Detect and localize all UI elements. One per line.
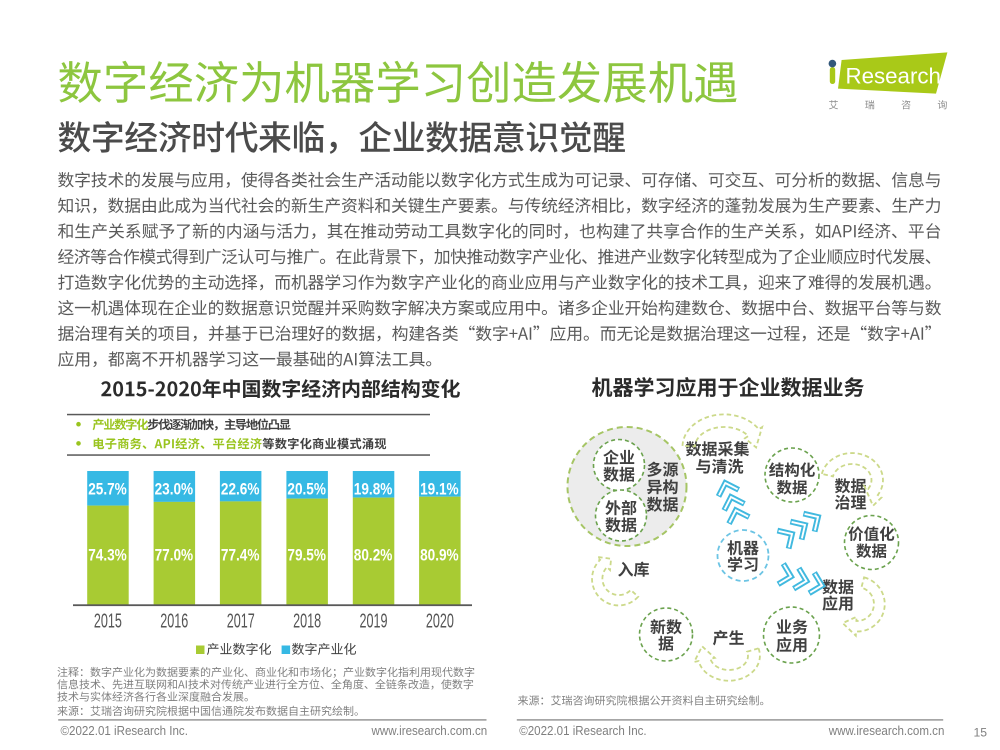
svg-text:2017: 2017 [227, 610, 255, 633]
svg-text:Research: Research [846, 64, 941, 89]
svg-text:22.6%: 22.6% [221, 480, 260, 499]
svg-text:2019: 2019 [359, 610, 387, 633]
svg-text:2015: 2015 [94, 610, 122, 633]
svg-text:www.iresearch.com.cn: www.iresearch.com.cn [828, 723, 945, 738]
svg-text:2020: 2020 [426, 610, 454, 633]
svg-text:20.5%: 20.5% [287, 480, 326, 499]
svg-text:www.iresearch.com.cn: www.iresearch.com.cn [371, 723, 488, 738]
svg-text:23.0%: 23.0% [155, 480, 194, 499]
svg-text:15: 15 [974, 726, 988, 740]
svg-text:2016: 2016 [160, 610, 188, 633]
svg-text:77.4%: 77.4% [221, 546, 260, 565]
svg-text:80.2%: 80.2% [354, 546, 393, 565]
svg-text:©2022.01 iResearch Inc.: ©2022.01 iResearch Inc. [519, 723, 646, 738]
svg-text:80.9%: 80.9% [420, 546, 459, 565]
svg-text:25.7%: 25.7% [88, 480, 127, 499]
svg-text:19.1%: 19.1% [420, 480, 459, 499]
svg-text:19.8%: 19.8% [354, 480, 393, 499]
svg-text:74.3%: 74.3% [88, 546, 127, 565]
svg-text:79.5%: 79.5% [287, 546, 326, 565]
svg-text:2018: 2018 [293, 610, 321, 633]
svg-text:77.0%: 77.0% [155, 546, 194, 565]
svg-text:©2022.01 iResearch Inc.: ©2022.01 iResearch Inc. [61, 723, 188, 738]
